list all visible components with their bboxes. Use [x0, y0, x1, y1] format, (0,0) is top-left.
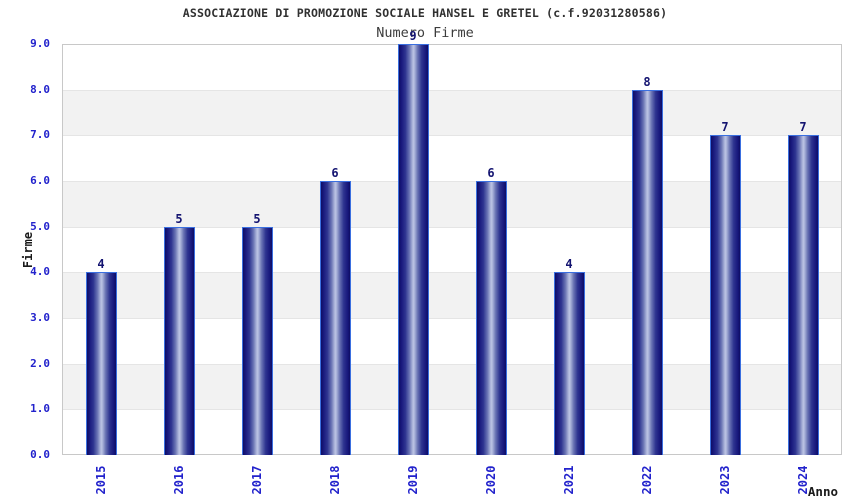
bar-2020: [476, 181, 507, 455]
bar-value-2021: 4: [565, 257, 573, 271]
x-tick-2020: 2020: [484, 465, 498, 495]
bar-value-2020: 6: [487, 166, 495, 180]
gridline: [63, 364, 841, 365]
bar-2015: [86, 272, 117, 455]
y-axis-label: Firme: [21, 231, 35, 269]
bar-2019: [398, 44, 429, 455]
y-tick-0.0: 0.0: [30, 448, 50, 461]
y-tick-3.0: 3.0: [30, 311, 50, 324]
bar-value-2018: 6: [331, 166, 339, 180]
bar-value-2023: 7: [721, 120, 729, 134]
gridline: [63, 318, 841, 319]
y-tick-6.0: 6.0: [30, 174, 50, 187]
y-tick-4.0: 4.0: [30, 265, 50, 278]
bar-value-2017: 5: [253, 212, 261, 226]
y-tick-8.0: 8.0: [30, 83, 50, 96]
x-tick-2018: 2018: [328, 465, 342, 495]
gridline: [63, 135, 841, 136]
bar-value-2015: 4: [97, 257, 105, 271]
bar-2021: [554, 272, 585, 455]
y-tick-2.0: 2.0: [30, 357, 50, 370]
x-tick-2015: 2015: [94, 465, 108, 495]
bar-value-2024: 7: [799, 120, 807, 134]
bar-2022: [632, 90, 663, 455]
chart-title: ASSOCIAZIONE DI PROMOZIONE SOCIALE HANSE…: [182, 6, 668, 20]
y-tick-1.0: 1.0: [30, 402, 50, 415]
x-tick-2019: 2019: [406, 465, 420, 495]
x-tick-2017: 2017: [250, 465, 264, 495]
x-axis-label: Anno: [807, 484, 838, 499]
gridline: [63, 409, 841, 410]
x-tick-2021: 2021: [562, 465, 576, 495]
bar-2018: [320, 181, 351, 455]
gridline: [63, 227, 841, 228]
gridline: [63, 90, 841, 91]
x-tick-2023: 2023: [718, 465, 732, 495]
x-tick-2016: 2016: [172, 465, 186, 495]
chart-subtitle: Numero Firme: [376, 25, 474, 41]
bar-2016: [164, 227, 195, 455]
bar-2024: [788, 135, 819, 455]
gridline: [63, 181, 841, 182]
bar-value-2019: 9: [409, 29, 417, 43]
y-tick-7.0: 7.0: [30, 128, 50, 141]
bar-2023: [710, 135, 741, 455]
y-tick-9.0: 9.0: [30, 37, 50, 50]
y-tick-5.0: 5.0: [30, 220, 50, 233]
gridline: [63, 272, 841, 273]
x-tick-2022: 2022: [640, 465, 654, 495]
plot-band: [63, 90, 841, 136]
bar-value-2016: 5: [175, 212, 183, 226]
bar-2017: [242, 227, 273, 455]
bar-value-2022: 8: [643, 75, 651, 89]
